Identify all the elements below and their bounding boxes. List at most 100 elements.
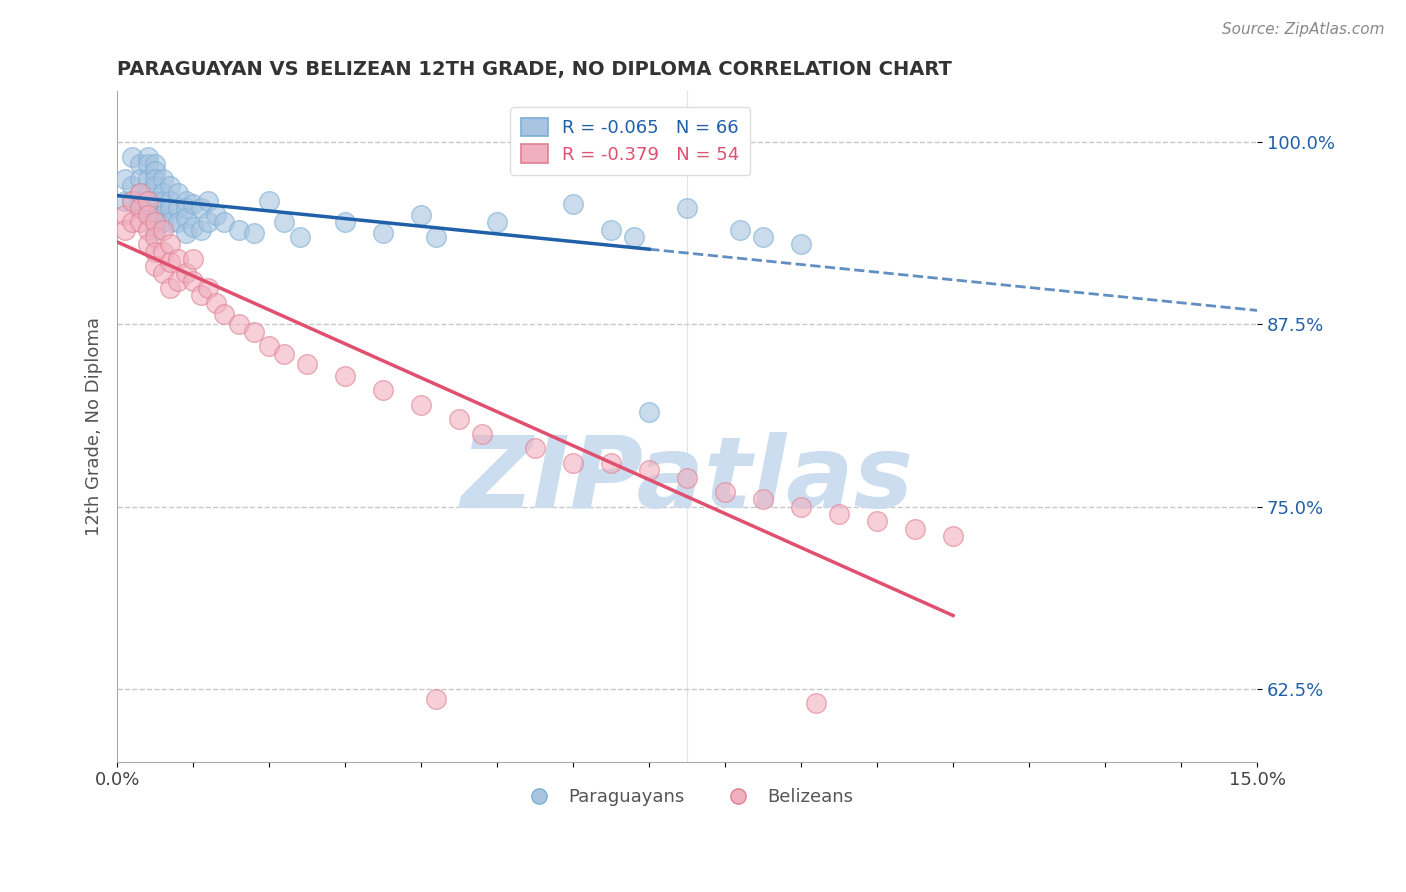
Point [136,223,159,237]
Point [129,215,152,229]
Point [143,171,166,186]
Point [159,179,181,194]
Point [159,215,181,229]
Point [425,230,447,244]
Point [562,456,585,470]
Point [730,223,752,237]
Point [129,186,152,201]
Point [449,412,471,426]
Point [333,368,356,383]
Point [143,223,166,237]
Point [121,179,143,194]
Point [143,244,166,259]
Point [181,219,204,234]
Point [143,179,166,194]
Point [676,470,699,484]
Point [562,196,585,211]
Point [257,339,280,353]
Point [167,186,190,201]
Point [806,697,828,711]
Point [143,157,166,171]
Point [167,215,190,229]
Point [114,223,136,237]
Point [152,194,174,208]
Point [333,215,356,229]
Point [295,357,318,371]
Point [136,171,159,186]
Point [638,463,661,477]
Point [197,215,219,229]
Point [181,252,204,266]
Point [174,267,197,281]
Point [486,215,509,229]
Point [136,237,159,252]
Point [136,194,159,208]
Point [121,194,143,208]
Point [273,215,295,229]
Point [828,507,851,521]
Point [136,208,159,222]
Point [174,194,197,208]
Text: Source: ZipAtlas.com: Source: ZipAtlas.com [1222,22,1385,37]
Point [152,223,174,237]
Point [866,514,889,528]
Point [676,201,699,215]
Point [205,295,228,310]
Point [174,211,197,225]
Point [181,196,204,211]
Point [638,405,661,419]
Point [205,208,228,222]
Point [114,171,136,186]
Point [152,244,174,259]
Point [752,492,775,507]
Point [373,383,395,397]
Point [600,223,623,237]
Point [197,281,219,295]
Point [121,194,143,208]
Point [212,215,235,229]
Point [152,267,174,281]
Point [273,346,295,360]
Point [129,157,152,171]
Point [425,692,447,706]
Point [190,288,212,302]
Point [714,485,737,500]
Point [152,171,174,186]
Point [174,226,197,240]
Point [181,274,204,288]
Point [471,426,494,441]
Point [212,307,235,321]
Point [152,186,174,201]
Legend: Paraguayans, Belizeans: Paraguayans, Belizeans [513,780,860,814]
Point [136,157,159,171]
Point [159,237,181,252]
Point [524,442,547,456]
Point [143,194,166,208]
Point [136,150,159,164]
Point [167,201,190,215]
Point [129,186,152,201]
Point [129,201,152,215]
Point [121,215,143,229]
Point [623,230,645,244]
Point [143,259,166,273]
Point [288,230,311,244]
Point [243,226,266,240]
Point [121,150,143,164]
Point [167,252,190,266]
Point [143,164,166,178]
Point [152,208,174,222]
Point [257,194,280,208]
Point [600,456,623,470]
Point [159,255,181,269]
Y-axis label: 12th Grade, No Diploma: 12th Grade, No Diploma [86,317,103,536]
Point [228,223,250,237]
Point [411,208,433,222]
Point [790,500,813,514]
Point [411,398,433,412]
Point [114,194,136,208]
Point [752,230,775,244]
Text: ZIPatlas: ZIPatlas [461,432,914,529]
Point [129,194,152,208]
Point [136,186,159,201]
